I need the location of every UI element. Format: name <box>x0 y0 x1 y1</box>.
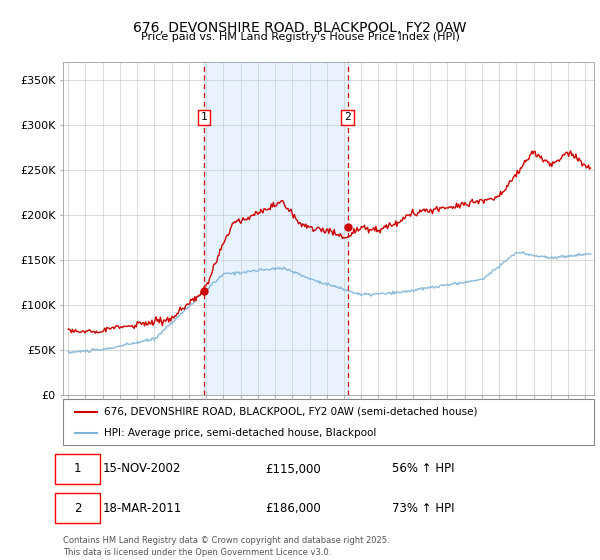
Text: 18-MAR-2011: 18-MAR-2011 <box>103 502 182 515</box>
Text: 2: 2 <box>74 502 82 515</box>
FancyBboxPatch shape <box>63 399 594 445</box>
Bar <box>204 62 347 395</box>
Text: Price paid vs. HM Land Registry's House Price Index (HPI): Price paid vs. HM Land Registry's House … <box>140 32 460 43</box>
Text: 1: 1 <box>74 463 82 475</box>
Text: Contains HM Land Registry data © Crown copyright and database right 2025.
This d: Contains HM Land Registry data © Crown c… <box>63 536 389 557</box>
Text: HPI: Average price, semi-detached house, Blackpool: HPI: Average price, semi-detached house,… <box>104 428 377 438</box>
Text: 676, DEVONSHIRE ROAD, BLACKPOOL, FY2 0AW (semi-detached house): 676, DEVONSHIRE ROAD, BLACKPOOL, FY2 0AW… <box>104 407 478 417</box>
Text: 15-NOV-2002: 15-NOV-2002 <box>103 463 181 475</box>
Text: 2: 2 <box>344 113 351 123</box>
Text: 73% ↑ HPI: 73% ↑ HPI <box>392 502 455 515</box>
Text: £115,000: £115,000 <box>265 463 320 475</box>
Text: 676, DEVONSHIRE ROAD, BLACKPOOL, FY2 0AW: 676, DEVONSHIRE ROAD, BLACKPOOL, FY2 0AW <box>133 21 467 35</box>
FancyBboxPatch shape <box>55 493 100 524</box>
FancyBboxPatch shape <box>55 454 100 484</box>
Text: £186,000: £186,000 <box>265 502 320 515</box>
Text: 56% ↑ HPI: 56% ↑ HPI <box>392 463 455 475</box>
Text: 1: 1 <box>200 113 207 123</box>
